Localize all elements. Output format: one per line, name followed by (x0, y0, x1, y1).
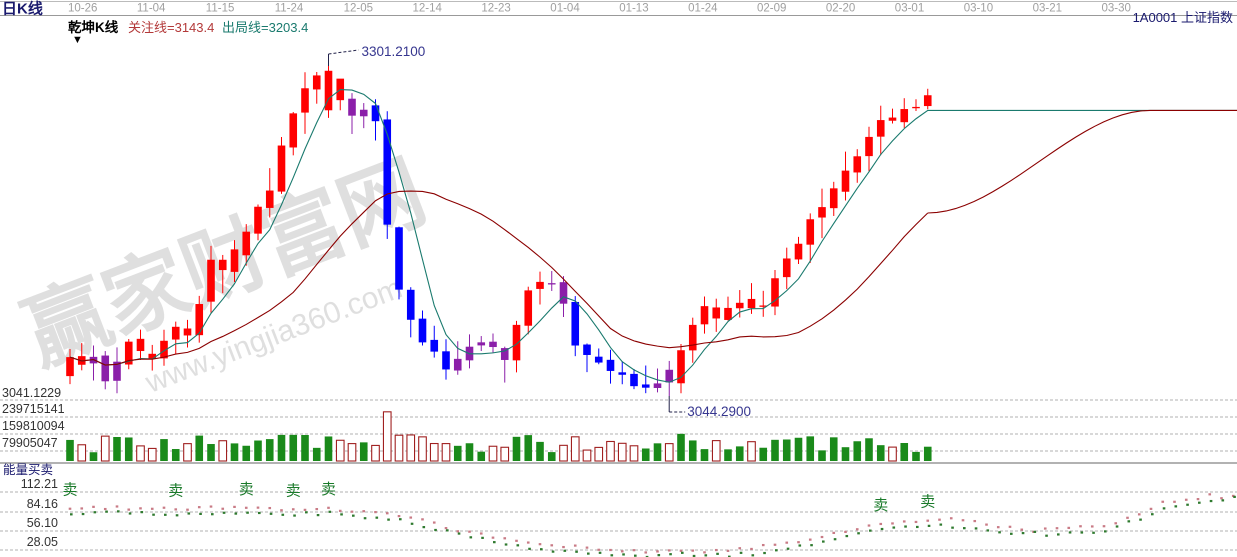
svg-text:56.10: 56.10 (27, 516, 58, 530)
svg-text:出局线=3203.4: 出局线=3203.4 (222, 20, 308, 35)
svg-text:10-26: 10-26 (68, 3, 97, 15)
svg-text:12-05: 12-05 (344, 3, 373, 15)
svg-text:01-13: 01-13 (619, 3, 648, 15)
svg-text:卖: 卖 (873, 497, 888, 514)
svg-text:关注线=3143.4: 关注线=3143.4 (128, 20, 214, 35)
svg-text:乾坤K线: 乾坤K线 (68, 19, 119, 35)
svg-text:159810094: 159810094 (2, 419, 65, 433)
svg-text:28.05: 28.05 (27, 535, 58, 549)
svg-text:03-21: 03-21 (1033, 3, 1062, 15)
svg-text:79905047: 79905047 (2, 436, 58, 450)
svg-text:112.21: 112.21 (21, 477, 58, 491)
svg-text:卖: 卖 (62, 482, 77, 499)
svg-text:卖: 卖 (239, 481, 254, 498)
svg-text:12-14: 12-14 (413, 3, 443, 15)
svg-text:卖: 卖 (321, 481, 336, 498)
svg-text:11-24: 11-24 (275, 3, 304, 15)
svg-text:3044.2900: 3044.2900 (687, 404, 751, 419)
svg-text:能量买卖: 能量买卖 (3, 463, 53, 477)
svg-text:▼: ▼ (72, 34, 83, 46)
svg-text:卖: 卖 (168, 482, 183, 499)
svg-text:日K线: 日K线 (2, 0, 43, 18)
svg-text:11-15: 11-15 (206, 3, 235, 15)
svg-text:239715141: 239715141 (2, 402, 65, 416)
svg-text:卖: 卖 (286, 482, 301, 499)
svg-text:卖: 卖 (920, 494, 935, 511)
svg-text:1A0001 上证指数: 1A0001 上证指数 (1133, 10, 1233, 25)
svg-text:3041.1229: 3041.1229 (2, 386, 61, 400)
svg-text:01-04: 01-04 (550, 3, 580, 15)
svg-text:02-20: 02-20 (826, 3, 855, 15)
svg-text:03-01: 03-01 (895, 3, 924, 15)
svg-text:02-09: 02-09 (757, 3, 786, 15)
svg-text:3301.2100: 3301.2100 (362, 44, 426, 59)
svg-text:01-24: 01-24 (688, 3, 718, 15)
svg-text:84.16: 84.16 (27, 497, 58, 511)
svg-text:03-10: 03-10 (964, 3, 993, 15)
svg-text:12-23: 12-23 (481, 3, 510, 15)
svg-text:11-04: 11-04 (137, 3, 166, 15)
svg-text:03-30: 03-30 (1102, 3, 1131, 15)
